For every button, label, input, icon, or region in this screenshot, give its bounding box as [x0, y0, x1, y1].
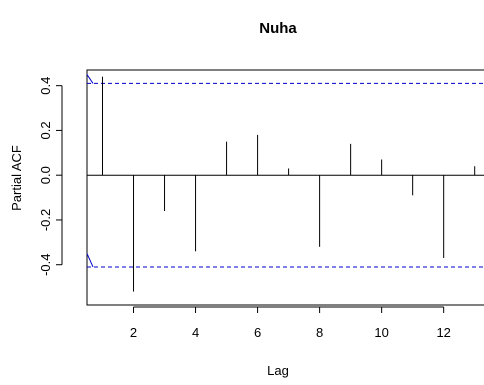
y-tick-label-4: 0.4 [38, 77, 53, 95]
y-tick-label-3: 0.2 [38, 121, 53, 139]
lower-bound-hook [86, 253, 94, 268]
plot-frame [86, 69, 484, 306]
y-tick-label-1: -0.2 [38, 209, 53, 231]
x-tick-label-12: 12 [436, 325, 450, 340]
upper-bound-hook [86, 74, 94, 84]
plot-area: 2 4 6 8 10 12 -0.4 -0.2 0.0 0.2 0.4 [38, 69, 484, 340]
x-tick-label-6: 6 [254, 325, 261, 340]
x-tick-label-10: 10 [374, 325, 388, 340]
y-tick-label-2: 0.0 [38, 166, 53, 184]
x-axis-label: Lag [267, 363, 289, 378]
chart-title: Nuha [259, 20, 297, 37]
x-tick-label-2: 2 [130, 325, 137, 340]
y-tick-label-0: -0.4 [38, 254, 53, 276]
x-tick-label-4: 4 [192, 325, 199, 340]
y-axis-label: Partial ACF [9, 145, 24, 211]
x-tick-label-8: 8 [316, 325, 323, 340]
